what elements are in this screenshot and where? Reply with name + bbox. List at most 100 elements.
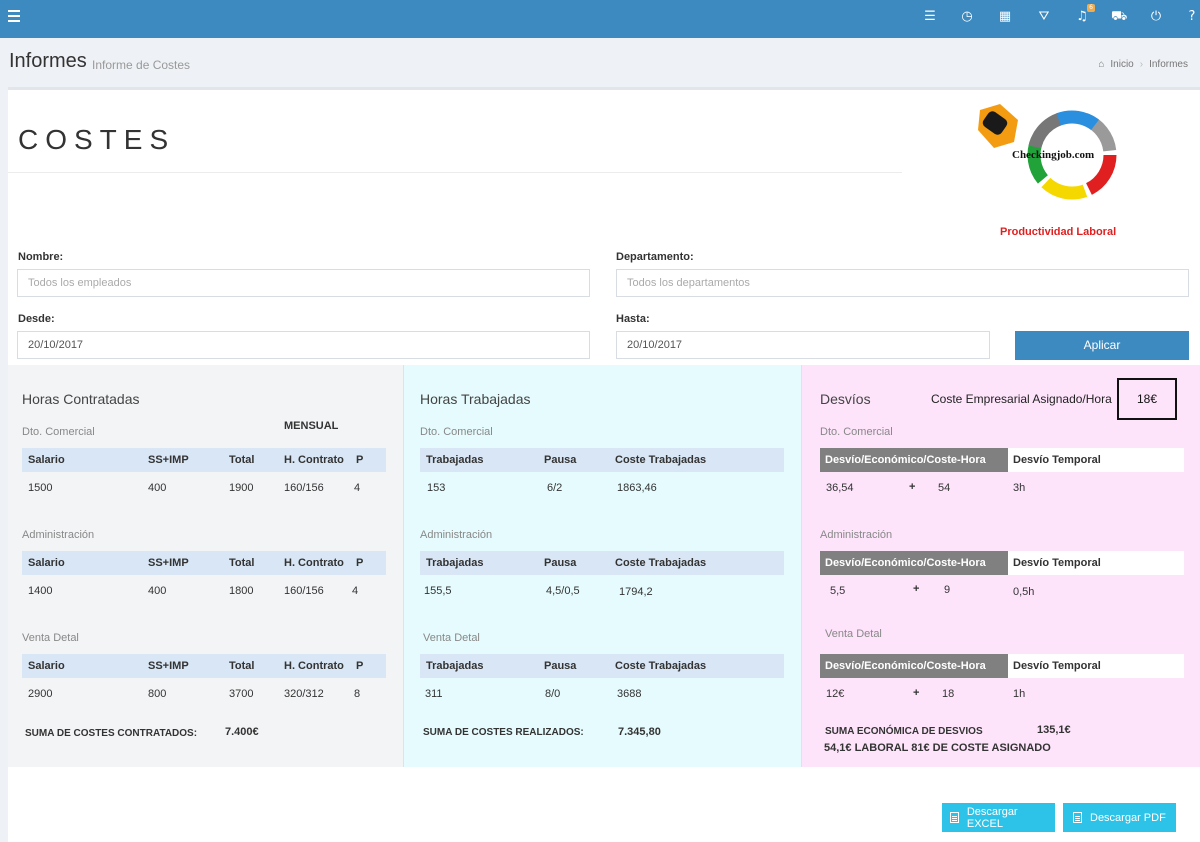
download-pdf-button[interactable]: Descargar PDF [1063, 803, 1176, 832]
trabajadas-sum-label: SUMA DE COSTES REALIZADOS: [423, 727, 584, 738]
report-heading: COSTES [18, 124, 176, 155]
contratadas-sum-label: SUMA DE COSTES CONTRATADOS: [25, 728, 198, 739]
clock-icon[interactable]: ◷ [961, 9, 973, 24]
desvio-hora-value: 18 [942, 688, 955, 700]
contratadas-header-1: Salario SS+IMP Total H. Contrato P [22, 551, 386, 575]
col-desvio-temporal: Desvío Temporal [1008, 448, 1184, 472]
total-value: 1900 [229, 482, 254, 494]
col-trabajadas: Trabajadas [426, 454, 484, 466]
col-hcontrato: H. Contrato [284, 557, 344, 569]
desvios-header-0: Desvío/Económico/Coste-Hora Desvío Tempo… [820, 448, 1184, 472]
col-salario: Salario [28, 557, 65, 569]
desvio-temporal-value: 0,5h [1013, 586, 1035, 598]
desvios-sum-value: 135,1€ [1037, 724, 1071, 736]
logo-tagline: Productividad Laboral [1000, 226, 1117, 238]
hasta-label: Hasta: [616, 313, 650, 325]
top-navbar: ☰ ◷ ▦ ⛛ ♫ 6 ⛟ ⏻ ? [0, 0, 1200, 38]
help-icon[interactable]: ? [1188, 9, 1196, 24]
bell-icon[interactable]: ♫ [1076, 9, 1088, 24]
download-excel-label: Descargar EXCEL [966, 805, 1018, 830]
file-icon [950, 812, 959, 823]
departamento-label: Departamento: [616, 251, 694, 263]
trabajadas-group-1: Administración [420, 529, 493, 541]
home-icon: ⌂ [1098, 59, 1105, 70]
col-hcontrato: H. Contrato [284, 454, 344, 466]
col-desvio-temporal: Desvío Temporal [1008, 654, 1184, 678]
plus-sign: + [913, 583, 920, 595]
coste-value: 1794,2 [619, 586, 653, 598]
desvio-economico-value: 12€ [826, 688, 845, 700]
nombre-input[interactable]: Todos los empleados [17, 269, 590, 297]
desvio-economico-value: 5,5 [830, 585, 846, 597]
download-excel-button[interactable]: Descargar EXCEL [942, 803, 1055, 832]
trabajadas-title: Horas Trabajadas [420, 391, 531, 407]
p-value: 8 [354, 688, 361, 700]
col-ssimp: SS+IMP [148, 557, 189, 569]
col-total: Total [229, 660, 255, 672]
contratadas-sum-value: 7.400€ [225, 726, 259, 738]
col-trabajadas: Trabajadas [426, 557, 484, 569]
col-ssimp: SS+IMP [148, 660, 189, 672]
col-total: Total [229, 454, 255, 466]
contratadas-group-0: Dto. Comercial [22, 426, 95, 438]
desvios-sum-label: SUMA ECONÓMICA DE DESVIOS [825, 726, 983, 737]
breadcrumb-current: Informes [1149, 59, 1188, 70]
desvios-group-2: Venta Detal [825, 628, 882, 640]
apply-button[interactable]: Aplicar [1015, 331, 1189, 360]
logo-brand-text: Checkingjob.com [1012, 149, 1094, 161]
pausa-value: 6/2 [547, 482, 563, 494]
page-subtitle: Informe de Costes [92, 58, 191, 72]
salario-value: 1500 [28, 482, 53, 494]
road-icon[interactable]: ⛛ [1038, 9, 1050, 24]
pausa-value: 8/0 [545, 688, 561, 700]
col-coste-trabajadas: Coste Trabajadas [615, 454, 707, 466]
desvio-temporal-value: 3h [1013, 482, 1026, 494]
hcontrato-value: 160/156 [284, 482, 324, 494]
breadcrumb-home[interactable]: Inicio [1110, 59, 1134, 70]
total-value: 3700 [229, 688, 254, 700]
col-ssimp: SS+IMP [148, 454, 189, 466]
contratadas-header-2: Salario SS+IMP Total H. Contrato P [22, 654, 386, 678]
col-coste-trabajadas: Coste Trabajadas [615, 660, 707, 672]
col-pausa: Pausa [544, 660, 577, 672]
cart-icon[interactable]: ⛟ [1111, 9, 1128, 24]
salario-value: 2900 [28, 688, 53, 700]
coste-value: 1863,46 [617, 482, 657, 494]
calculator-icon[interactable]: ▦ [998, 9, 1012, 24]
pausa-value: 4,5/0,5 [546, 585, 580, 597]
contratadas-title: Horas Contratadas [22, 391, 140, 407]
power-icon[interactable]: ⏻ [1150, 9, 1162, 24]
desvios-group-1: Administración [820, 529, 893, 541]
trabajadas-value: 155,5 [424, 585, 452, 597]
desvios-group-0: Dto. Comercial [820, 426, 893, 438]
ssimp-value: 800 [148, 688, 167, 700]
desde-label: Desde: [18, 313, 55, 325]
contratadas-header-0: Salario SS+IMP Total H. Contrato P [22, 448, 386, 472]
page-title: Informes [9, 50, 87, 72]
col-coste-trabajadas: Coste Trabajadas [615, 557, 707, 569]
trabajadas-header-0: Trabajadas Pausa Coste Trabajadas [420, 448, 784, 472]
p-value: 4 [352, 585, 359, 597]
departamento-input[interactable]: Todos los departamentos [616, 269, 1189, 297]
desvio-hora-value: 54 [938, 482, 951, 494]
trabajadas-sum-value: 7.345,80 [618, 726, 661, 738]
mensual-label: MENSUAL [284, 420, 339, 432]
trabajadas-group-2: Venta Detal [423, 632, 480, 644]
col-p: P [356, 454, 364, 466]
col-desvio-economico: Desvío/Económico/Coste-Hora [820, 551, 1008, 575]
plus-sign: + [909, 481, 916, 493]
breadcrumb-separator: › [1139, 59, 1144, 70]
list-icon[interactable]: ☰ [924, 9, 936, 24]
desvio-economico-value: 36,54 [826, 482, 854, 494]
trabajadas-header-1: Trabajadas Pausa Coste Trabajadas [420, 551, 784, 575]
col-pausa: Pausa [544, 454, 577, 466]
col-pausa: Pausa [544, 557, 577, 569]
desde-date-input[interactable]: 20/10/2017 [17, 331, 590, 359]
menu-icon[interactable] [8, 10, 20, 22]
col-p: P [356, 557, 364, 569]
col-trabajadas: Trabajadas [426, 660, 484, 672]
col-salario: Salario [28, 660, 65, 672]
desvio-temporal-value: 1h [1013, 688, 1026, 700]
breadcrumb: ⌂ Inicio › Informes [1098, 59, 1188, 70]
hasta-date-input[interactable]: 20/10/2017 [616, 331, 990, 359]
